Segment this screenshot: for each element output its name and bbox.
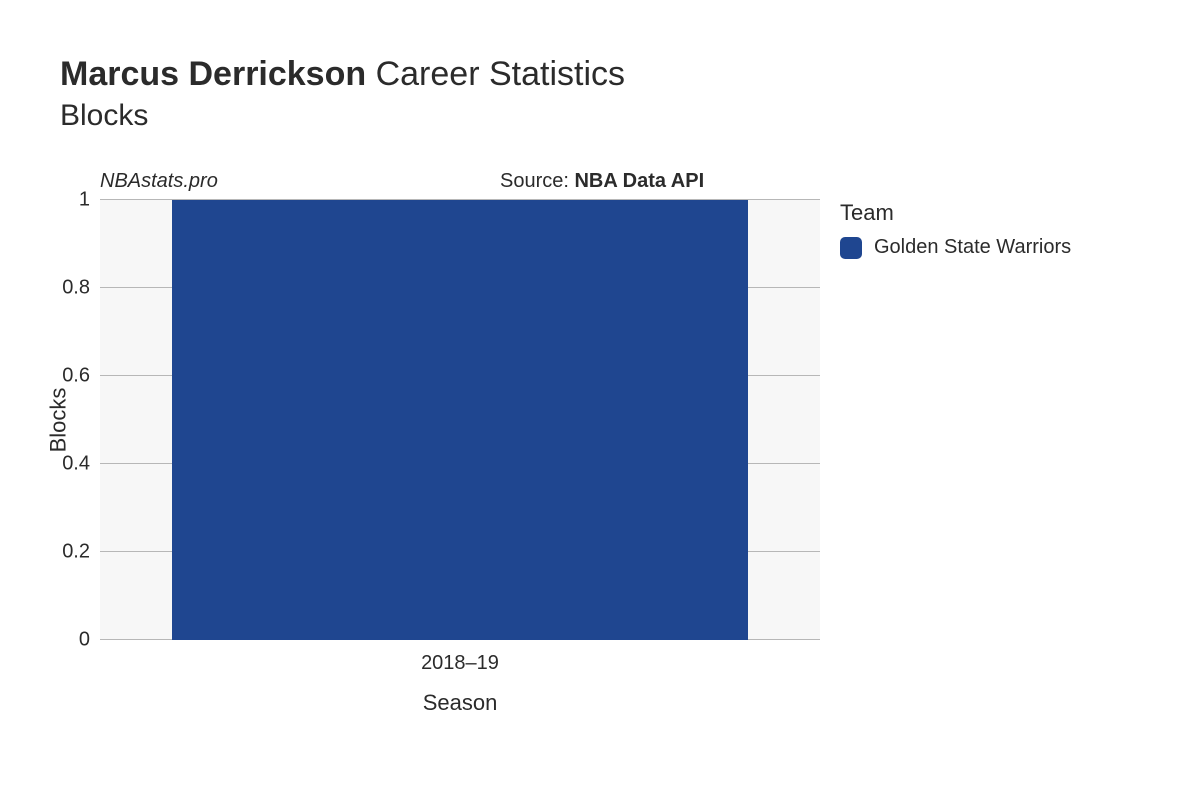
legend-swatch — [840, 237, 862, 259]
legend-item-label: Golden State Warriors — [874, 236, 1071, 259]
legend-items: Golden State Warriors — [840, 236, 1071, 259]
x-tick-label: 2018–19 — [421, 640, 499, 675]
y-tick-label: 1 — [79, 189, 100, 212]
chart-title: Marcus Derrickson Career Statistics — [60, 56, 625, 93]
title-block: Marcus Derrickson Career Statistics Bloc… — [60, 56, 625, 133]
source-attribution: Source: NBA Data API — [500, 170, 704, 193]
bar — [172, 200, 748, 640]
plot-area: Blocks Season 00.20.40.60.812018–19 — [100, 200, 820, 640]
y-tick-label: 0.2 — [62, 541, 100, 564]
x-axis-label: Season — [423, 690, 498, 716]
legend: Team Golden State Warriors — [840, 200, 1071, 259]
watermark-text: NBAstats.pro — [100, 170, 218, 193]
chart-page: Marcus Derrickson Career Statistics Bloc… — [0, 0, 1200, 800]
source-label: Source: — [500, 170, 574, 192]
player-name: Marcus Derrickson — [60, 55, 366, 93]
title-suffix: Career Statistics — [366, 55, 625, 93]
y-tick-label: 0 — [79, 629, 100, 652]
y-tick-label: 0.8 — [62, 277, 100, 300]
legend-item: Golden State Warriors — [840, 236, 1071, 259]
source-value: NBA Data API — [574, 170, 704, 192]
chart-subtitle: Blocks — [60, 99, 625, 133]
legend-title: Team — [840, 200, 1071, 226]
y-axis-label: Blocks — [45, 388, 71, 453]
y-tick-label: 0.4 — [62, 453, 100, 476]
y-tick-label: 0.6 — [62, 365, 100, 388]
